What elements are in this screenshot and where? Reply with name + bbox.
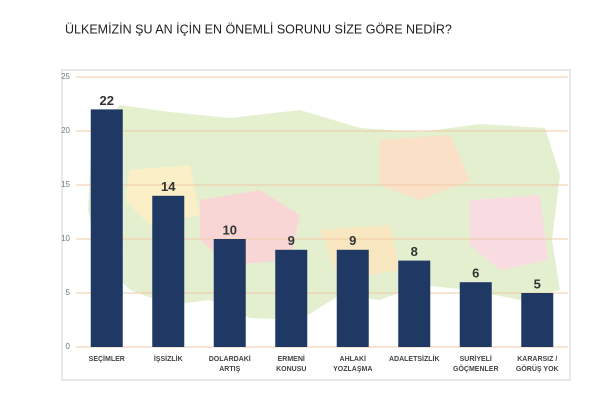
x-tick-label: ERMENİ xyxy=(278,355,305,363)
x-tick-label: GÖRÜŞ YOK xyxy=(516,364,559,373)
y-tick-label: 10 xyxy=(61,234,70,243)
y-tick-label: 15 xyxy=(61,180,70,189)
x-tick-label: KARARSIZ / xyxy=(517,356,557,363)
value-label: 9 xyxy=(288,233,295,248)
bar xyxy=(459,282,492,347)
x-tick-label: DOLARDAKİ xyxy=(209,355,251,363)
map-region xyxy=(470,195,548,270)
x-tick-label: İŞSİZLİK xyxy=(154,355,183,363)
bar xyxy=(152,195,185,347)
bar xyxy=(275,249,308,347)
y-tick-label: 5 xyxy=(66,288,71,297)
bar xyxy=(336,249,369,347)
y-tick-label: 0 xyxy=(66,342,71,351)
x-tick-label: ARTIŞ xyxy=(219,366,240,373)
bar xyxy=(90,109,123,348)
bar xyxy=(521,293,554,347)
value-label: 22 xyxy=(100,93,114,108)
x-tick-label: SEÇİMLER xyxy=(89,355,125,363)
x-tick-label: KONUSU xyxy=(276,366,306,373)
bar xyxy=(213,239,246,347)
value-label: 14 xyxy=(161,179,176,194)
x-tick-label: AHLAKİ xyxy=(340,355,366,363)
value-label: 8 xyxy=(411,244,418,259)
value-label: 9 xyxy=(349,233,356,248)
map-region xyxy=(380,135,470,200)
x-tick-label: YOZLAŞMA xyxy=(333,366,372,373)
y-tick-label: 20 xyxy=(61,126,70,135)
value-label: 6 xyxy=(472,266,479,281)
value-label: 5 xyxy=(534,276,541,291)
x-tick-label: GÖÇMENLER xyxy=(453,364,499,373)
y-tick-label: 25 xyxy=(61,72,70,81)
x-tick-label: ADALETSİZLİK xyxy=(389,355,440,363)
bar xyxy=(398,260,431,347)
chart-title: ÜLKEMİZİN ŞU AN İÇİN EN ÖNEMLİ SORUNU Sİ… xyxy=(65,22,452,36)
value-label: 10 xyxy=(223,222,237,237)
x-tick-label: SURİYELİ xyxy=(460,355,492,363)
